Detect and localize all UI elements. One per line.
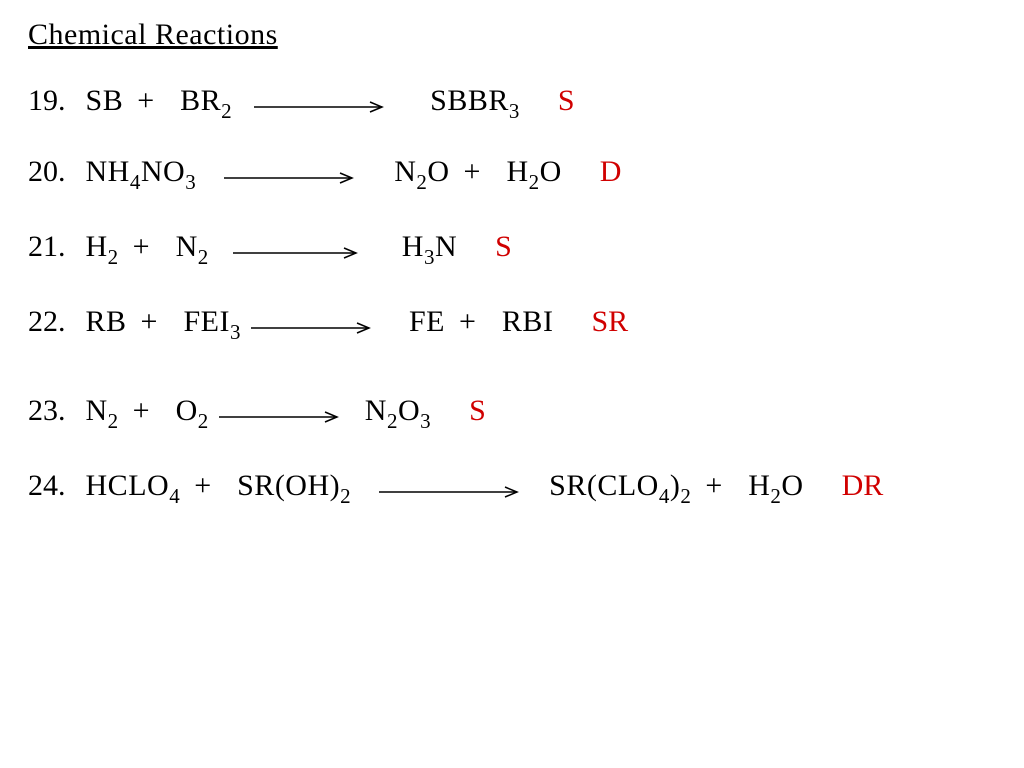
reaction-number: 21. xyxy=(28,230,66,264)
plus-sign: + xyxy=(141,305,158,339)
chemical-formula: FE xyxy=(409,305,445,339)
plus-sign: + xyxy=(133,394,150,428)
reaction-number: 24. xyxy=(28,469,66,503)
chemical-formula: HCLO4 xyxy=(86,469,181,508)
reaction-arrow xyxy=(224,171,354,185)
chemical-formula: SB xyxy=(86,84,124,118)
plus-sign: + xyxy=(194,469,211,503)
chemical-formula: BR2 xyxy=(180,84,232,123)
reaction-arrow xyxy=(233,246,358,260)
reaction-row: 19. SB + BR2 SBBR3 S xyxy=(28,84,996,123)
reaction-row: 23. N2 + O2 N2O3 S xyxy=(28,394,996,433)
chemical-formula: H2O xyxy=(748,469,803,508)
reaction-type-label: S xyxy=(558,84,575,118)
chemical-formula: O2 xyxy=(176,394,209,433)
chemical-formula: SR(CLO4)2 xyxy=(549,469,691,508)
reaction-row: 21. H2 + N2 H3N S xyxy=(28,230,996,269)
plus-sign: + xyxy=(464,155,481,189)
chemical-formula: N2O xyxy=(394,155,449,194)
chemical-formula: H3N xyxy=(402,230,457,269)
reaction-number: 23. xyxy=(28,394,66,428)
chemical-formula: SBBR3 xyxy=(430,84,520,123)
chemical-formula: RBI xyxy=(502,305,554,339)
reaction-arrow xyxy=(254,100,384,114)
reaction-type-label: DR xyxy=(842,469,884,503)
reaction-arrow xyxy=(219,410,339,424)
chemical-formula: H2 xyxy=(86,230,119,269)
chemical-formula: SR(OH)2 xyxy=(237,469,351,508)
chemical-formula: N2 xyxy=(176,230,209,269)
plus-sign: + xyxy=(459,305,476,339)
plus-sign: + xyxy=(137,84,154,118)
chemical-formula: RB xyxy=(86,305,127,339)
plus-sign: + xyxy=(705,469,722,503)
reaction-type-label: S xyxy=(495,230,512,264)
reaction-type-label: D xyxy=(600,155,622,189)
reaction-arrow xyxy=(379,485,519,499)
chemical-formula: N2 xyxy=(86,394,119,433)
reaction-row: 24. HCLO4 + SR(OH)2 SR(CLO4)2 + H2O DR xyxy=(28,469,996,508)
reaction-row: 22. RB + FEI3 FE + RBI SR xyxy=(28,305,996,344)
chemical-formula: H2O xyxy=(506,155,561,194)
reaction-type-label: S xyxy=(469,394,486,428)
reaction-number: 20. xyxy=(28,155,66,189)
reaction-number: 19. xyxy=(28,84,66,118)
reaction-row: 20. NH4NO3 N2O + H2O D xyxy=(28,155,996,194)
reaction-type-label: SR xyxy=(591,305,628,339)
chemical-formula: NH4NO3 xyxy=(86,155,197,194)
chemical-formula: N2O3 xyxy=(365,394,431,433)
reactions-list: 19. SB + BR2 SBBR3 S 20. NH4NO3 N2O + H2O D 21. H2 + N2… xyxy=(28,84,996,552)
reaction-number: 22. xyxy=(28,305,66,339)
plus-sign: + xyxy=(133,230,150,264)
page-title: Chemical Reactions xyxy=(28,18,996,52)
chemical-formula: FEI3 xyxy=(183,305,241,344)
reaction-arrow xyxy=(251,321,371,335)
